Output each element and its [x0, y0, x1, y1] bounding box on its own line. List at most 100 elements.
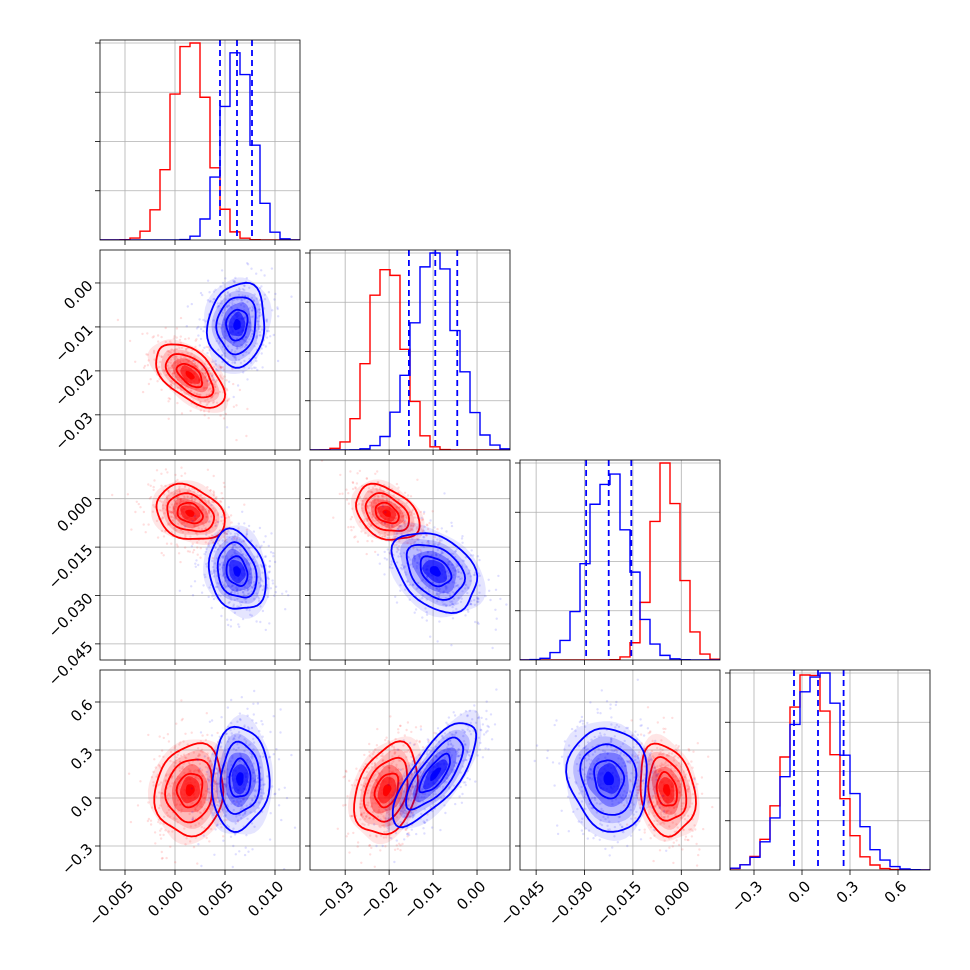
- scatter-panel-2-1: [305, 459, 511, 665]
- contour-red-0: [175, 772, 204, 809]
- contour-blue-0: [225, 555, 249, 588]
- hist-0-blue-series: [100, 52, 300, 240]
- hist-1-frame: [309, 249, 511, 451]
- y-tick-label: −0.045: [45, 638, 97, 690]
- contour-blue-1: [579, 743, 638, 816]
- scatter-2-0-frame: [99, 459, 301, 661]
- hist-2-frame: [519, 459, 721, 661]
- contour-red-0: [374, 501, 400, 525]
- hist-panel-0: [95, 39, 301, 245]
- contour-red-1: [166, 492, 216, 533]
- y-tick-label: −0.030: [45, 589, 97, 641]
- hist-2-red-series: [520, 462, 720, 660]
- contour-blue-1: [405, 543, 467, 601]
- scatter-panel-3-1: [305, 669, 511, 875]
- hist-3-red-series: [730, 674, 930, 870]
- y-tick-label: 0.000: [53, 493, 96, 536]
- x-tick-label: 0.000: [651, 877, 694, 920]
- contour-blue-2: [391, 722, 478, 829]
- contour-blue-2: [205, 281, 266, 369]
- scatter-3-2-frame: [519, 669, 721, 871]
- x-tick-label: −0.005: [85, 877, 137, 929]
- x-tick-label: −0.045: [497, 877, 549, 929]
- contour-red-2: [353, 740, 419, 836]
- contour-red-2: [153, 742, 225, 838]
- density-fill-blue: [204, 277, 272, 374]
- density-fill-blue: [203, 525, 270, 619]
- x-tick-label: −0.02: [356, 877, 401, 922]
- hist-0-frame: [99, 39, 301, 241]
- x-tick-label: −0.03: [312, 877, 357, 922]
- hist-grid-2: [520, 460, 720, 660]
- contour-red-1: [164, 758, 213, 824]
- y-tick-label: −0.015: [45, 541, 97, 593]
- scatter-3-1-frame: [309, 669, 511, 871]
- y-tick-label: −0.3: [58, 840, 96, 878]
- contour-blue-1: [405, 736, 465, 811]
- density-fill-blue: [563, 721, 658, 841]
- contour-blue-0: [225, 308, 249, 342]
- hist-panel-1: [305, 249, 511, 455]
- contour-red-2: [639, 742, 697, 838]
- y-tick-label: 0.0: [67, 792, 97, 822]
- contour-red-2: [155, 343, 227, 409]
- x-tick-label: 0.0: [785, 877, 815, 907]
- contour-blue-1: [216, 541, 258, 599]
- density-fill-blue: [384, 709, 482, 831]
- density-fill-blue: [207, 714, 273, 835]
- hist-3-blue-series: [730, 672, 930, 870]
- scatter-1-0-frame: [99, 249, 301, 451]
- y-tick-label: −0.02: [51, 365, 96, 410]
- y-tick-label: 0.3: [67, 744, 97, 774]
- contour-blue-0: [419, 555, 453, 588]
- scatter-panel-2-0: [95, 459, 301, 665]
- y-tick-label: −0.03: [51, 409, 96, 454]
- scatter-panel-3-2: [515, 669, 721, 875]
- scatter-3-0-frame: [99, 669, 301, 871]
- x-tick-label: 0.010: [244, 877, 287, 920]
- contour-red-0: [176, 501, 204, 525]
- contour-red-0: [655, 770, 678, 807]
- scatter-2-1-frame: [309, 459, 511, 661]
- hist-panel-2: [515, 459, 721, 665]
- contour-red-1: [364, 492, 410, 532]
- contour-blue-0: [593, 759, 626, 800]
- scatter-1-0-grid: [100, 250, 300, 450]
- x-tick-label: −0.015: [593, 877, 645, 929]
- contour-red-2: [355, 482, 421, 541]
- contour-blue-1: [219, 740, 261, 815]
- contour-red-1: [647, 755, 688, 822]
- x-tick-label: 0.6: [881, 877, 911, 907]
- hist-3-frame: [729, 669, 931, 871]
- contour-blue-0: [228, 757, 252, 798]
- contour-blue-2: [390, 532, 479, 615]
- y-tick-label: 0.00: [60, 277, 96, 313]
- density-fill-red: [151, 480, 231, 545]
- contour-red-1: [362, 756, 409, 823]
- scatter-3-1-grid: [310, 670, 510, 870]
- hist-grid-3: [730, 670, 930, 870]
- contour-blue-2: [211, 725, 271, 833]
- density-fill-red: [147, 339, 228, 413]
- x-tick-label: −0.01: [400, 877, 445, 922]
- x-tick-label: 0.005: [194, 877, 237, 920]
- contour-blue-1: [215, 296, 257, 356]
- contour-red-2: [155, 482, 226, 540]
- x-tick-label: −0.3: [728, 877, 766, 915]
- y-tick-label: 0.6: [67, 696, 97, 726]
- contour-red-0: [175, 362, 203, 389]
- scatter-panel-1-0: [95, 249, 301, 455]
- contour-blue-2: [565, 727, 648, 833]
- contour-red-0: [373, 772, 400, 809]
- hist-panel-3: [725, 669, 931, 875]
- x-tick-label: 0.00: [453, 877, 489, 913]
- x-tick-label: 0.3: [833, 877, 863, 907]
- contour-blue-0: [418, 752, 451, 794]
- x-tick-label: −0.030: [545, 877, 597, 929]
- y-tick-label: −0.01: [51, 321, 96, 366]
- hist-grid-0: [100, 40, 300, 240]
- contour-blue-2: [207, 527, 267, 610]
- contour-red-1: [164, 353, 215, 399]
- x-tick-label: 0.000: [144, 877, 187, 920]
